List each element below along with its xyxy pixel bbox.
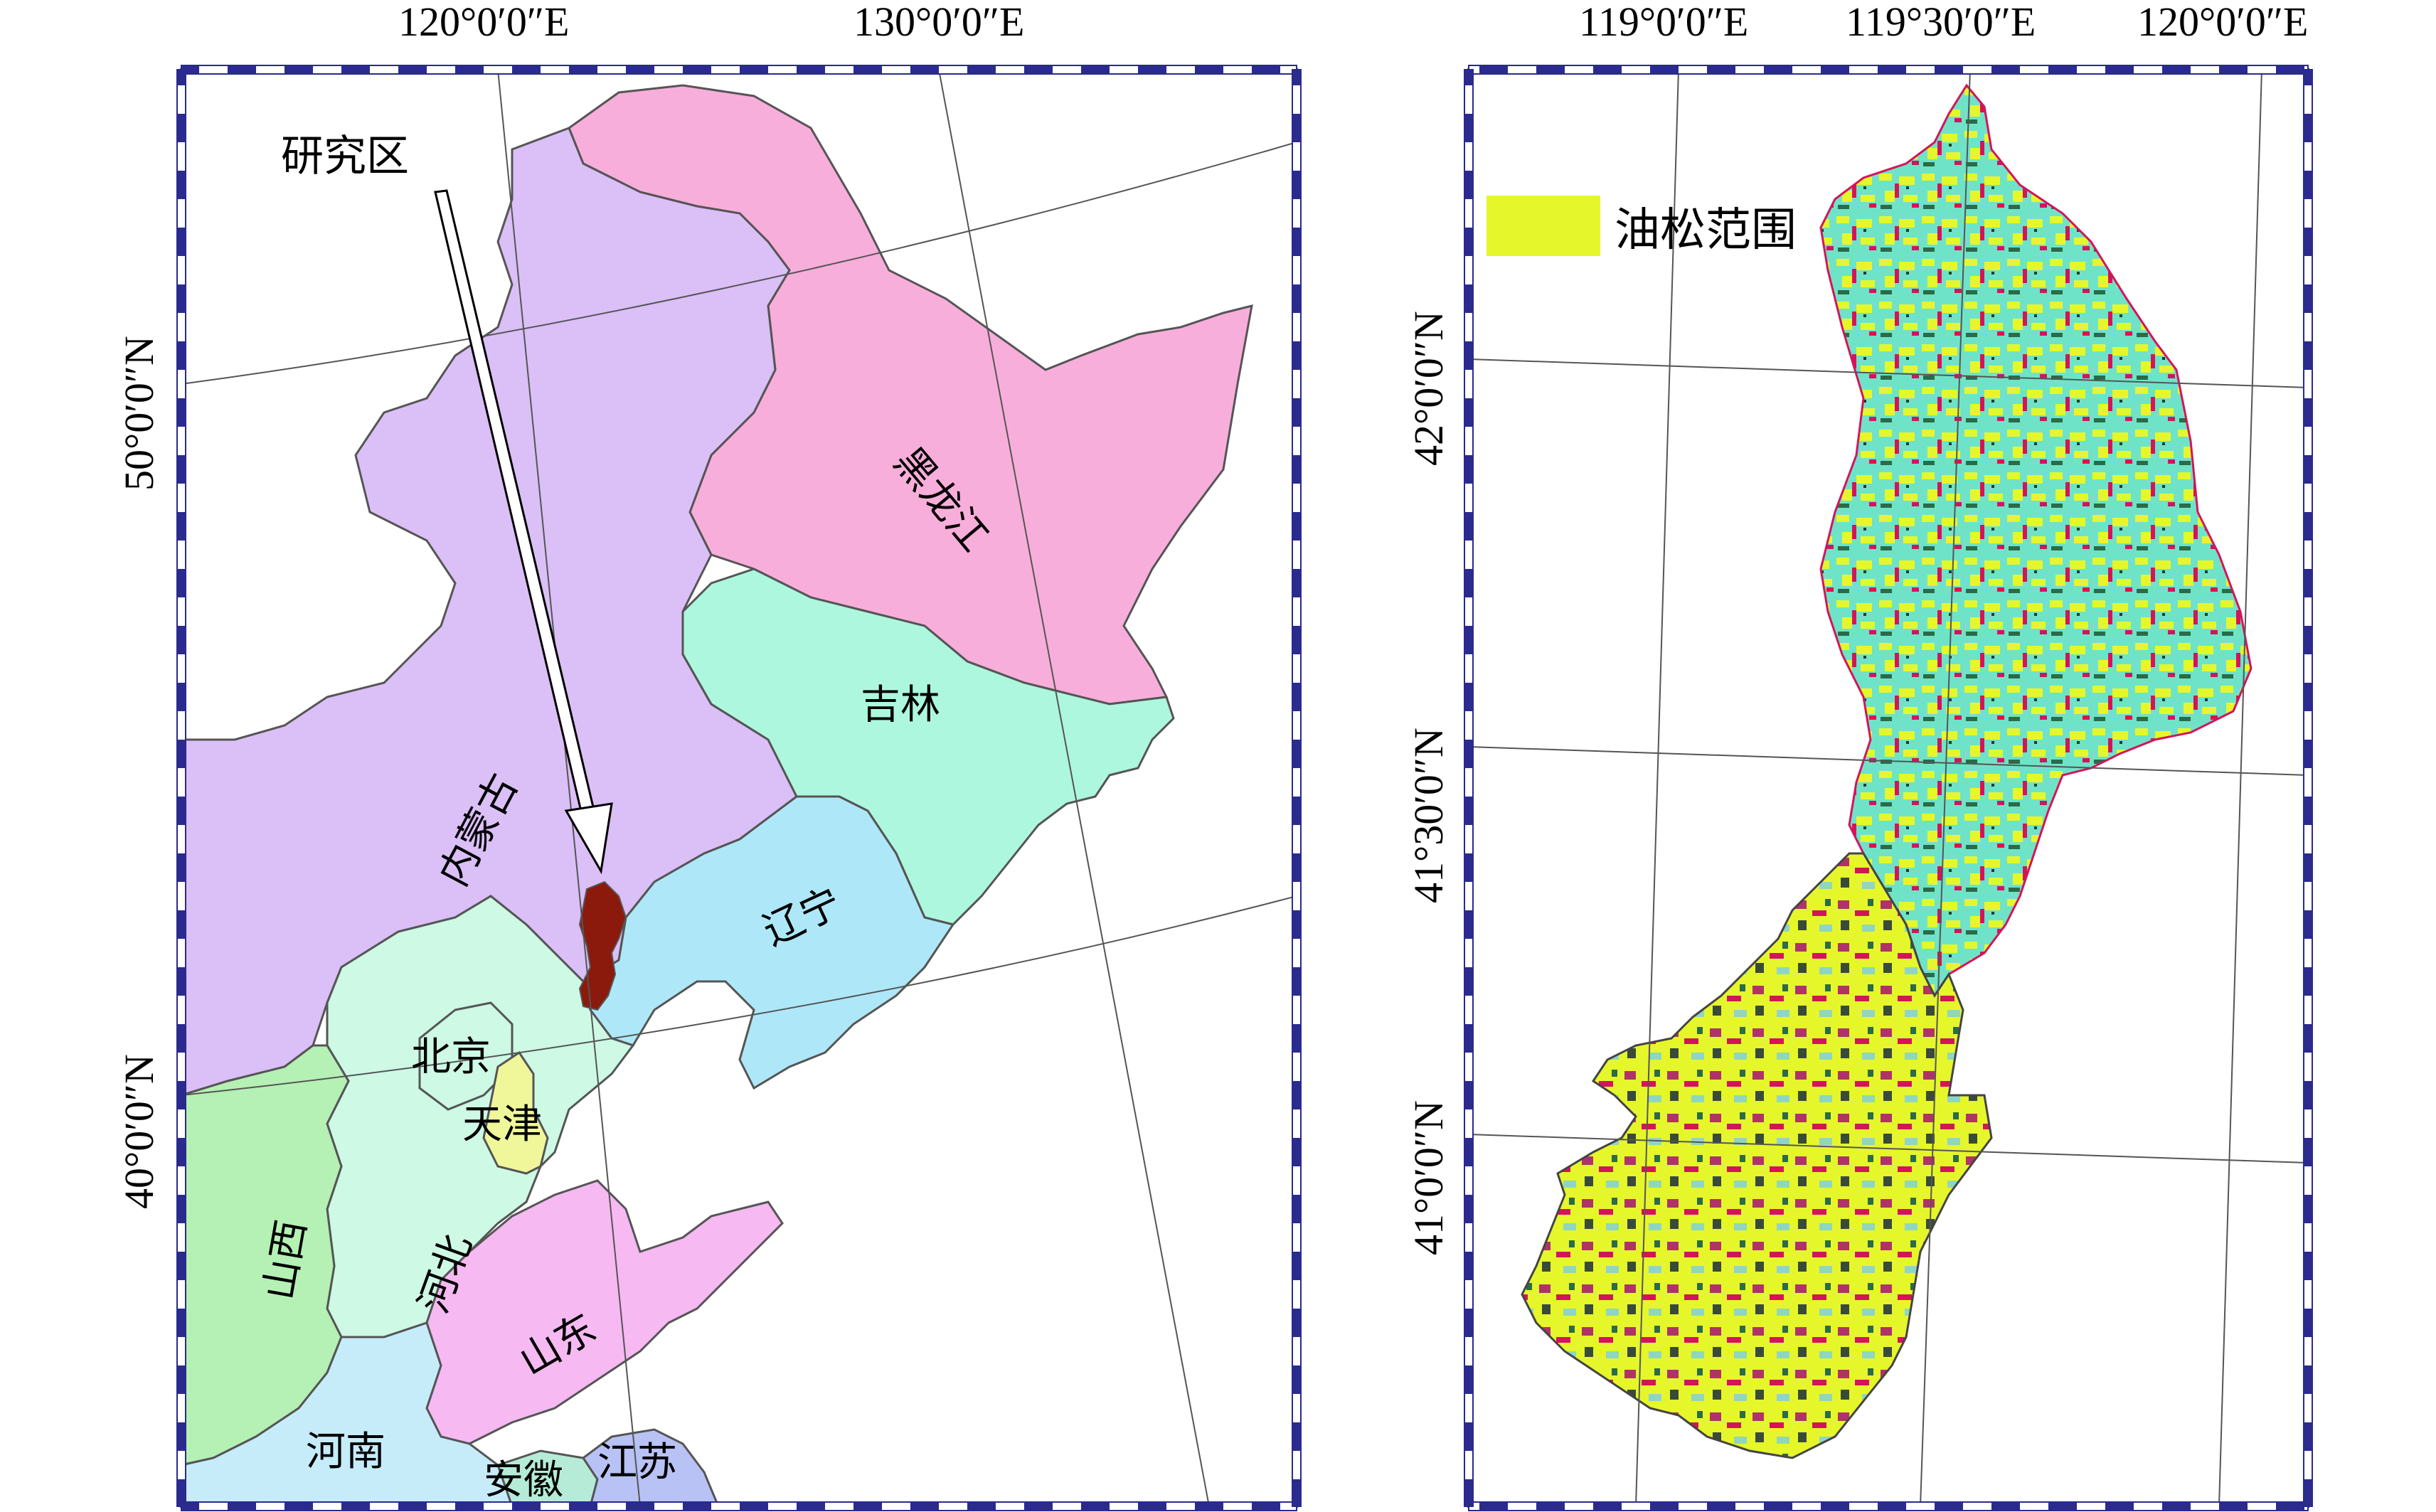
left-side-coord-2: 40°0′0″N [116, 1054, 162, 1209]
study-area-label: 研究区 [281, 133, 409, 180]
right-top-coord-1: 119°0′0″E [1579, 0, 1748, 45]
label-tianjin: 天津 [462, 1103, 542, 1147]
legend: 油松范围 [1486, 196, 1797, 256]
label-jilin: 吉林 [861, 683, 940, 728]
left-map: 研究区 黑龙江 内蒙古 吉林 辽宁 北京 天津 河北 山西 山东 河南 安徽 江… [116, 0, 1302, 1511]
left-top-coord-1: 120°0′0″E [398, 0, 569, 45]
left-graticule [181, 70, 1297, 1506]
province-liaoning [582, 795, 955, 1090]
right-side-coord-3: 41°0′0″N [1405, 1100, 1452, 1255]
pine-region-north [1819, 83, 2252, 998]
right-side-coord-2: 41°30′0″N [1405, 728, 1452, 903]
label-beijing: 北京 [411, 1035, 491, 1080]
legend-label-pine: 油松范围 [1615, 205, 1797, 255]
right-top-coord-2: 119°30′0″E [1846, 0, 2036, 45]
right-side-coord-1: 42°0′0″N [1405, 311, 1452, 466]
left-side-coord-1: 50°0′0″N [116, 336, 162, 491]
province-jiangsu [581, 1428, 720, 1506]
right-graticule [1469, 70, 2308, 1506]
label-jiangsu: 江苏 [597, 1441, 677, 1485]
province-tianjin [482, 1050, 549, 1175]
left-top-coord-2: 130°0′0″E [853, 0, 1024, 45]
right-top-coord-3: 120°0′0″E [2137, 0, 2308, 45]
label-henan: 河南 [306, 1430, 385, 1474]
legend-swatch-pine [1486, 196, 1600, 256]
pine-region-south [1521, 852, 1993, 1459]
label-anhui: 安徽 [484, 1459, 563, 1503]
right-map: 油松范围 119°0′0″E 119°30′0″E 120°0′0″E 42°0… [1405, 0, 2313, 1511]
study-area-arrow [434, 189, 613, 875]
